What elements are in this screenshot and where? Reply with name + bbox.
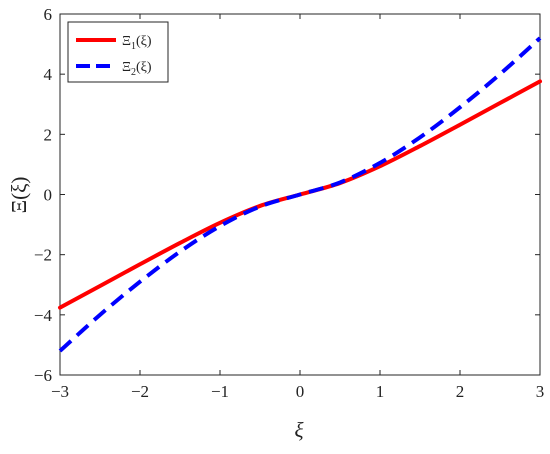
legend-label-main: Ξ: [122, 60, 131, 75]
x-tick-label: 0: [296, 382, 305, 401]
y-tick-label: 6: [44, 5, 53, 24]
y-tick-label: −2: [34, 246, 52, 265]
legend-label-1: Ξ1(ξ): [122, 34, 152, 52]
y-axis-label: Ξ(ξ): [7, 177, 31, 214]
legend-label-argument: (ξ): [136, 60, 152, 75]
y-tick-label: −4: [34, 306, 53, 325]
legend-label-argument: (ξ): [136, 34, 152, 49]
y-tick-label: 0: [44, 186, 53, 205]
legend-label-2: Ξ2(ξ): [122, 60, 152, 78]
y-tick-label: −6: [34, 366, 52, 385]
series-line-2: [58, 36, 542, 353]
x-tick-label: −1: [211, 382, 229, 401]
legend-box: [67, 21, 169, 83]
x-tick-label: −3: [51, 382, 69, 401]
y-tick-label: 4: [44, 65, 53, 84]
x-tick-label: 3: [536, 382, 545, 401]
y-tick-label: 2: [44, 125, 53, 144]
legend-label-subscript: 2: [131, 67, 136, 78]
x-tick-label: 1: [376, 382, 385, 401]
legend-label-subscript: 1: [131, 41, 136, 52]
x-tick-label: −2: [131, 382, 149, 401]
x-tick-label: 2: [456, 382, 465, 401]
x-axis-label: ξ: [295, 418, 304, 442]
legend-label-main: Ξ: [122, 34, 131, 49]
